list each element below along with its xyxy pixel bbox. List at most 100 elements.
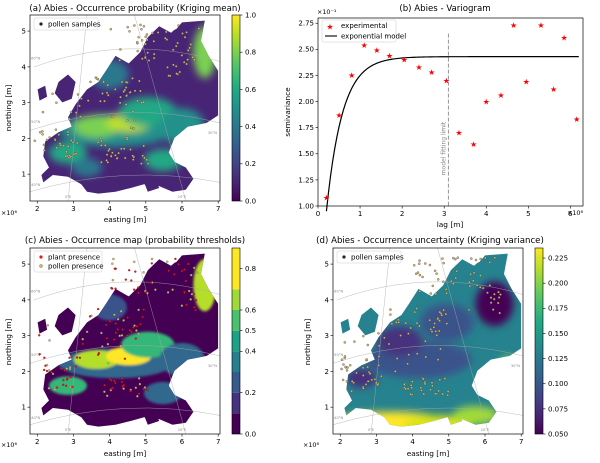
sample-point <box>118 334 121 338</box>
sample-point <box>436 317 440 320</box>
sample-point <box>150 262 153 265</box>
sample-point <box>435 272 438 275</box>
experimental-point: ★ <box>415 63 422 72</box>
sample-point <box>108 377 112 381</box>
sample-point <box>115 157 119 160</box>
sample-point <box>417 262 421 265</box>
sample-point <box>185 62 188 66</box>
sample-point <box>442 261 445 265</box>
sample-point <box>409 384 413 387</box>
sample-point <box>455 269 459 273</box>
sample-point <box>113 267 116 270</box>
colorbar-band <box>232 351 240 372</box>
sample-point <box>456 256 460 259</box>
sample-point <box>370 378 374 382</box>
sample-point <box>126 316 129 319</box>
sample-point <box>106 362 110 365</box>
sample-point <box>164 36 167 40</box>
sample-point <box>411 380 414 383</box>
y-tick-label: 1.25 <box>298 176 314 184</box>
panel-b-legend-box <box>321 19 397 43</box>
sample-point <box>139 89 142 93</box>
sample-point <box>136 99 139 103</box>
sample-point <box>122 147 126 150</box>
sample-point <box>70 139 73 142</box>
sample-point <box>407 353 411 356</box>
sample-point <box>145 158 148 162</box>
panel-c-map-area: 0°E 20°E 60°N 50°N 40°N 30°N <box>29 247 221 435</box>
panel-a-x-multiplier: ×10⁶ <box>1 209 17 217</box>
sample-point <box>100 331 103 335</box>
sample-point <box>489 296 493 299</box>
sample-point <box>488 261 491 264</box>
sample-point <box>44 364 47 367</box>
sample-point <box>76 141 79 145</box>
sample-point <box>114 322 117 325</box>
sample-point <box>164 30 168 34</box>
colorbar-tick-label: 0.6 <box>245 306 257 314</box>
map-blob <box>49 141 87 164</box>
graticule-label: 20°E <box>178 428 187 432</box>
graticule-line <box>134 14 186 202</box>
graticule-line <box>33 281 221 301</box>
panel-b-x-multiplier: ×10⁶ <box>567 209 583 217</box>
sample-point <box>165 38 169 41</box>
sample-point <box>438 378 442 382</box>
y-tick-label: 5 <box>22 27 26 35</box>
sample-point <box>125 94 128 98</box>
sample-point <box>441 392 444 396</box>
colorbar-tick-label: 0.6 <box>245 86 257 94</box>
sample-point <box>185 31 188 34</box>
sample-point <box>71 385 74 389</box>
colorbar-tick-label: 0.125 <box>548 355 568 363</box>
sample-point <box>114 381 117 385</box>
sample-point <box>472 271 476 275</box>
sample-point <box>126 119 129 122</box>
sample-point <box>415 321 419 325</box>
sample-point <box>139 323 142 326</box>
colorbar-frame <box>231 247 241 435</box>
y-tick-label: 2.50 <box>298 46 314 54</box>
x-tick-label: 6 <box>568 210 573 218</box>
sample-point <box>156 31 160 34</box>
sample-point <box>51 372 55 376</box>
colorbar-tick-label: 0.5 <box>245 327 256 335</box>
sample-point <box>189 298 192 301</box>
y-tick-label: 4 <box>325 296 330 304</box>
sample-point <box>72 152 75 156</box>
sample-point <box>377 364 380 367</box>
sample-point <box>133 24 136 27</box>
sample-point <box>113 338 116 341</box>
sample-point <box>135 40 139 44</box>
sample-point <box>181 32 184 35</box>
y-tick-label: 2 <box>22 368 26 376</box>
sample-point <box>377 344 381 347</box>
sample-point <box>121 385 124 388</box>
sample-point <box>435 333 439 337</box>
x-tick-label: 5 <box>526 210 530 218</box>
sample-point <box>60 367 63 370</box>
panel-d-legend-box <box>336 250 402 264</box>
sample-point <box>492 297 496 301</box>
sample-point <box>412 264 416 267</box>
sample-point <box>438 319 441 323</box>
sample-point <box>484 256 487 260</box>
panel-c-title: (c) Abies - Occurrence map (probability … <box>25 236 245 246</box>
sample-point <box>436 278 440 281</box>
sample-point <box>102 80 105 84</box>
graticule-line <box>67 14 88 202</box>
sample-point <box>344 365 347 369</box>
sample-point <box>138 79 141 83</box>
sample-point <box>193 306 196 309</box>
sample-point <box>139 23 142 27</box>
sample-point <box>112 257 115 261</box>
sample-point <box>99 136 103 140</box>
sample-point <box>96 140 100 144</box>
panel-d-frame <box>332 247 524 435</box>
sample-point <box>442 308 445 312</box>
sample-point <box>142 25 146 28</box>
map-graticule: 0°E 20°E 60°N 50°N 40°N 30°N <box>29 14 221 202</box>
sample-point <box>187 262 190 266</box>
y-tick-label: 1 <box>22 404 26 412</box>
map-graticule: 0°E 20°E 60°N 50°N 40°N 30°N <box>29 247 221 435</box>
